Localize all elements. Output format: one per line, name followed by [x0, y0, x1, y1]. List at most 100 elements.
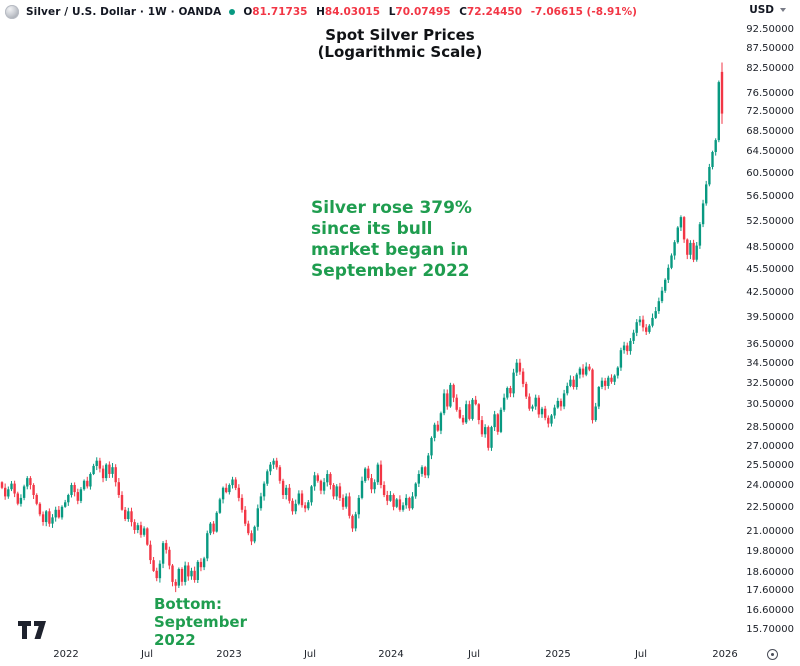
- candle-body: [193, 570, 196, 580]
- time-axis-label: 2023: [216, 649, 242, 660]
- candle-body: [373, 482, 376, 490]
- candle-body: [515, 362, 518, 373]
- candle-body: [376, 464, 379, 483]
- candle-body: [345, 496, 348, 507]
- candle-body: [108, 464, 111, 474]
- candle-body: [465, 404, 468, 423]
- candle-body: [237, 487, 240, 498]
- candle-body: [585, 366, 588, 375]
- candle-body: [436, 424, 439, 431]
- candle-body: [351, 515, 354, 529]
- candle-body: [405, 497, 408, 506]
- candle-body: [566, 385, 569, 394]
- candle-body: [411, 496, 414, 509]
- candle-body: [562, 393, 566, 407]
- candle-body: [332, 485, 335, 497]
- candle-body: [493, 414, 496, 428]
- high-value: 84.03015: [324, 6, 381, 18]
- price-axis-label: 76.50000: [746, 88, 794, 99]
- price-axis-label: 15.70000: [746, 624, 794, 635]
- candle-body: [692, 242, 695, 260]
- candle-body: [619, 350, 623, 368]
- candle-body: [212, 523, 215, 532]
- candle-body: [124, 509, 127, 519]
- candle-body: [487, 427, 490, 448]
- candle-body: [70, 485, 73, 495]
- candle-body: [626, 345, 629, 352]
- candle-body: [594, 406, 597, 421]
- bull-market-note: Silver rose 379% since its bull market b…: [311, 198, 472, 282]
- candle-body: [130, 511, 133, 523]
- candle-body: [591, 369, 594, 421]
- candle-body: [474, 399, 477, 405]
- scale-settings-icon[interactable]: [767, 649, 778, 660]
- candle-body: [544, 408, 547, 418]
- candle-body: [139, 525, 143, 535]
- candle-body: [117, 482, 120, 495]
- price-axis-label: 18.60000: [746, 567, 794, 578]
- price-axis[interactable]: 92.50000 87.50000 82.50000 76.50000 72.50000…: [746, 0, 800, 646]
- candle-body: [155, 570, 158, 579]
- candle-body: [360, 480, 364, 498]
- candle-body: [64, 502, 67, 507]
- candle-body: [149, 544, 152, 561]
- candle-body: [660, 290, 664, 302]
- candle-body: [120, 495, 124, 510]
- time-axis[interactable]: 2022 Jul 2023 Jul 2024 Jul 2025 Jul 2026: [0, 646, 746, 666]
- candle-body: [221, 487, 225, 500]
- candle-body: [234, 479, 237, 488]
- candle-body: [152, 560, 155, 571]
- candle-body: [701, 203, 705, 225]
- price-axis-label: 42.50000: [746, 287, 794, 298]
- candle-body: [682, 217, 686, 240]
- time-axis-label: Jul: [467, 649, 481, 660]
- candle-body: [367, 468, 370, 479]
- chart-title-line1: Spot Silver Prices: [325, 26, 475, 44]
- candle-body: [19, 497, 23, 504]
- candle-body: [502, 397, 506, 410]
- candlestick-chart-canvas[interactable]: [0, 0, 746, 666]
- candle-body: [111, 467, 114, 474]
- candle-body: [540, 408, 544, 415]
- symbol-button[interactable]: Silver / U.S. Dollar · 1W · OANDA: [26, 6, 222, 18]
- price-axis-label: 52.50000: [746, 216, 794, 227]
- candle-body: [142, 528, 146, 535]
- price-axis-label: 32.50000: [746, 378, 794, 389]
- candle-body: [127, 511, 130, 519]
- chart-title: Spot Silver Prices (Logarithmic Scale): [250, 27, 550, 61]
- ohlc-readout: O81.71735 H84.03015 L70.07495 C72.24450 …: [243, 6, 637, 18]
- candle-body: [708, 167, 711, 185]
- candle-body: [641, 319, 645, 328]
- currency-selector[interactable]: USD: [749, 4, 786, 16]
- instrument-logo-icon: [5, 5, 19, 19]
- candle-body: [613, 375, 616, 382]
- candle-body: [231, 479, 234, 486]
- candle-body: [572, 379, 575, 387]
- candle-body: [316, 475, 319, 481]
- chart-pane[interactable]: Spot Silver Prices (Logarithmic Scale) S…: [0, 0, 746, 666]
- tradingview-logo-icon[interactable]: [17, 620, 55, 640]
- candle-body: [629, 340, 632, 352]
- candle-body: [319, 480, 323, 491]
- candle-body: [206, 533, 209, 559]
- candle-body: [98, 460, 102, 469]
- candle-body: [553, 407, 556, 416]
- high-label: H: [316, 6, 325, 18]
- candle-body: [490, 427, 493, 448]
- candle-body: [607, 377, 610, 386]
- candle-body: [604, 380, 607, 386]
- candle-body: [54, 509, 57, 518]
- candle-body: [256, 508, 259, 527]
- candle-body: [695, 245, 698, 260]
- price-axis-label: 27.00000: [746, 441, 794, 452]
- candle-body: [401, 505, 405, 510]
- candle-body: [307, 502, 310, 509]
- candle-body: [190, 570, 193, 577]
- candle-body: [29, 478, 32, 485]
- price-axis-label: 17.60000: [746, 585, 794, 596]
- candle-body: [638, 319, 642, 323]
- candle-body: [382, 485, 386, 495]
- candle-body: [313, 475, 316, 487]
- candle-body: [48, 511, 51, 524]
